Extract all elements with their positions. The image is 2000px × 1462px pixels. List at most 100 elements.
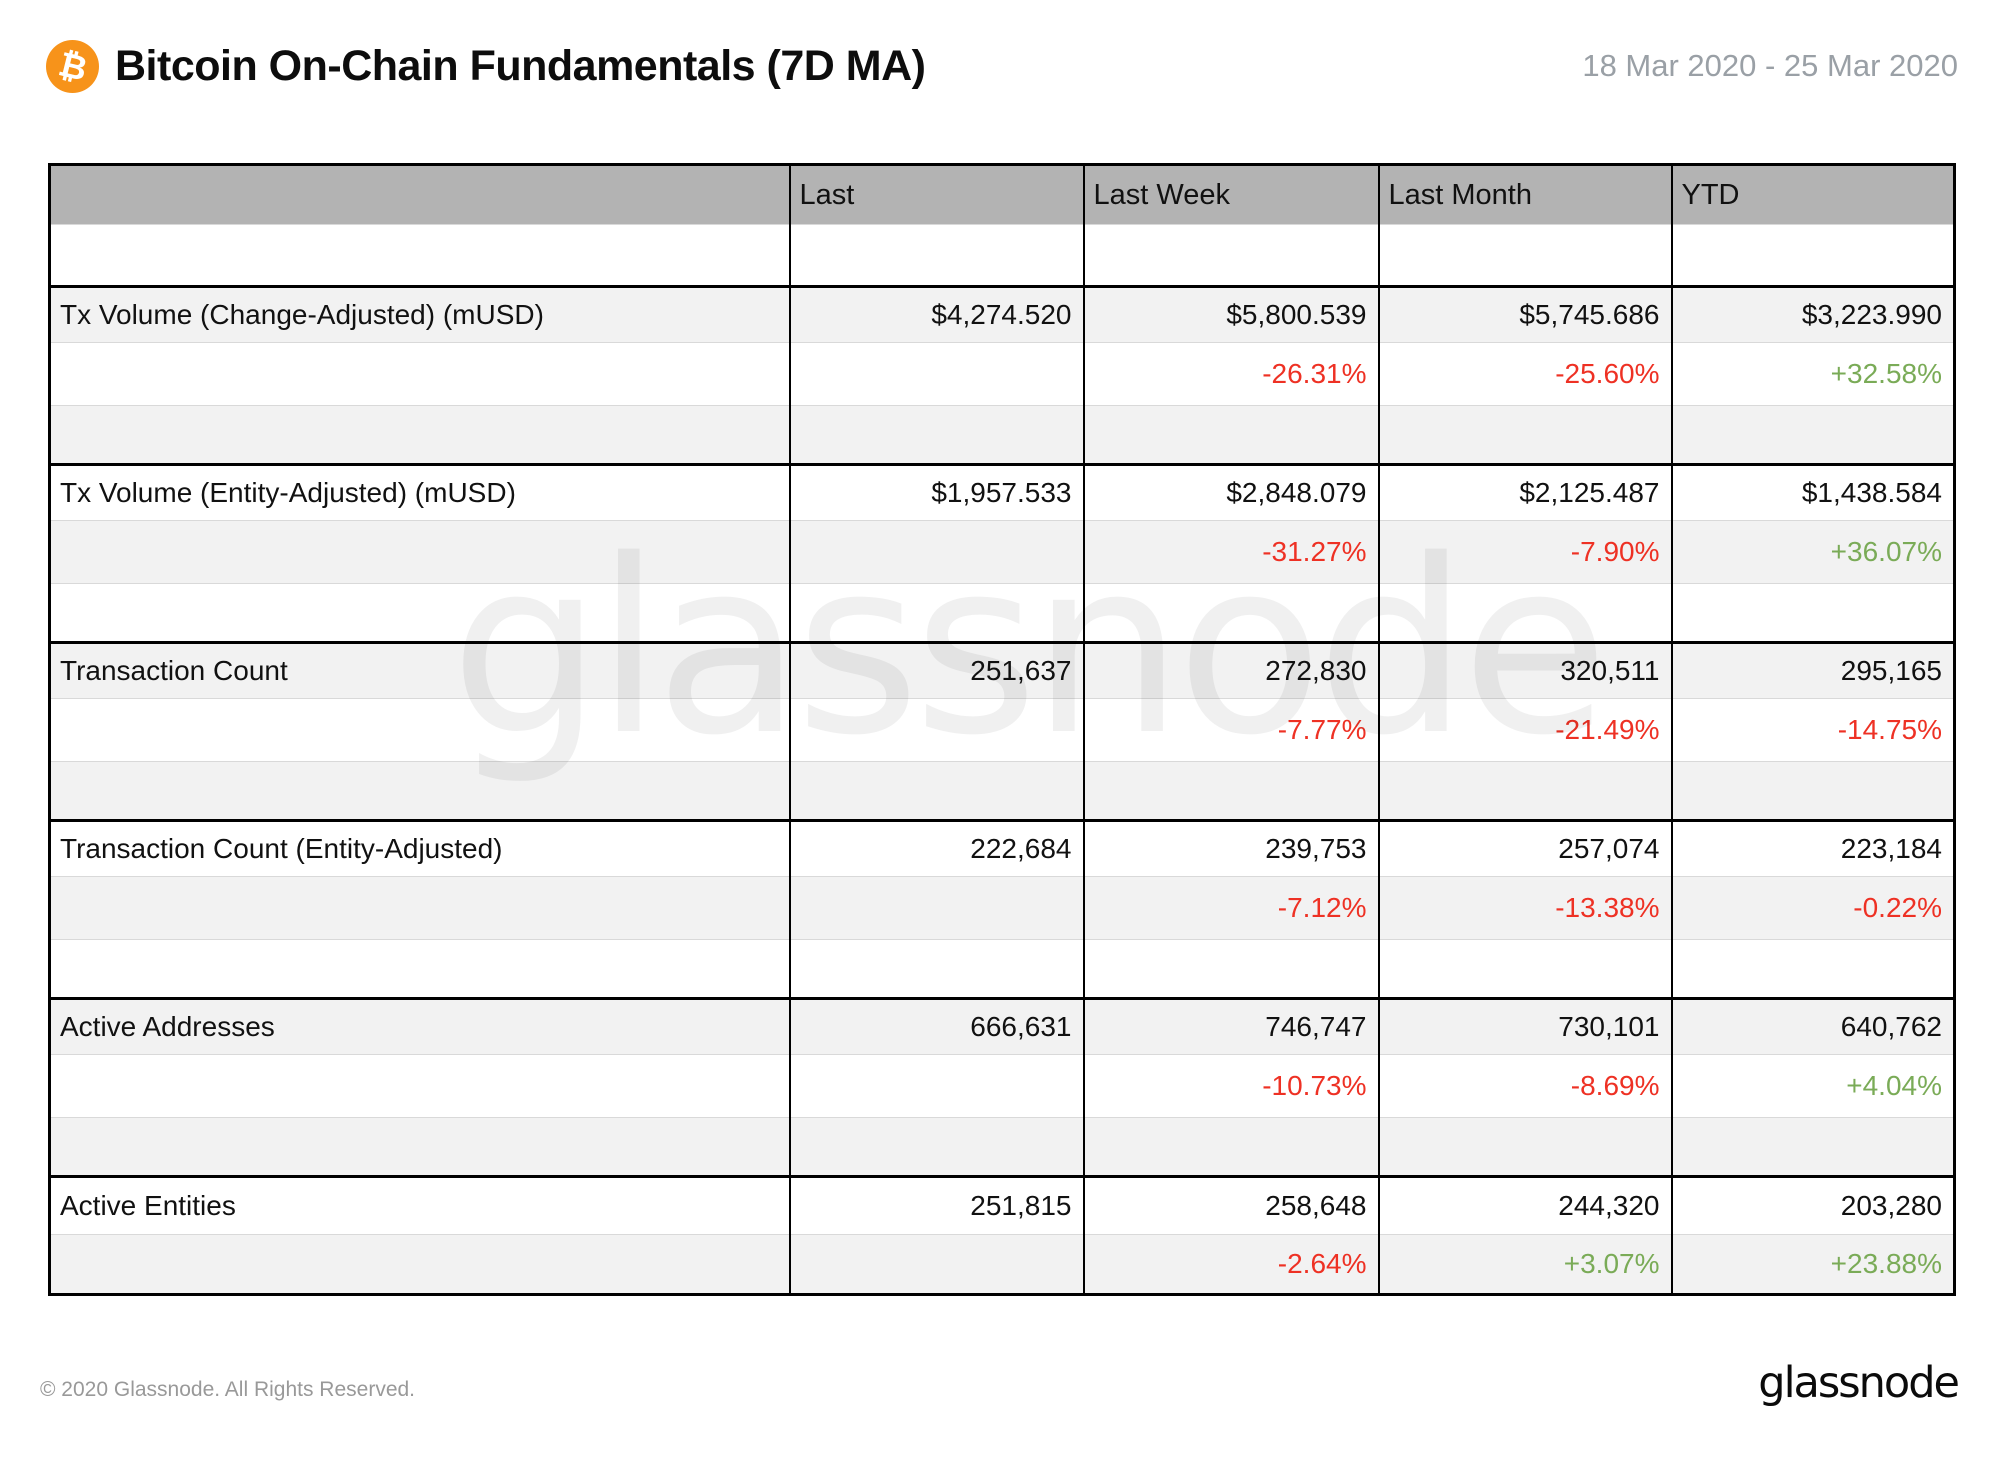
empty-cell xyxy=(1670,939,1955,999)
value-last: 251,637 xyxy=(788,641,1084,699)
report-header: ₿ Bitcoin On-Chain Fundamentals (7D MA) xyxy=(46,40,926,93)
empty-cell xyxy=(49,876,790,940)
change-ytd: +4.04% xyxy=(1670,1054,1955,1118)
empty-cell xyxy=(1082,405,1379,465)
metric-row-active-entities: Active Entities 251,815 258,648 244,320 … xyxy=(49,1175,1955,1235)
value-last-month: 257,074 xyxy=(1377,819,1672,877)
column-header-metric xyxy=(49,164,790,225)
empty-cell xyxy=(1670,761,1955,821)
empty-cell xyxy=(1377,405,1672,465)
change-ytd: +36.07% xyxy=(1670,520,1955,584)
empty-cell xyxy=(1377,939,1672,999)
empty-cell xyxy=(788,224,1084,287)
change-ytd: -14.75% xyxy=(1670,698,1955,762)
value-last: $1,957.533 xyxy=(788,463,1084,521)
change-last-week: -26.31% xyxy=(1082,342,1379,406)
change-last-month: +3.07% xyxy=(1377,1234,1672,1295)
empty-cell xyxy=(788,939,1084,999)
empty-cell xyxy=(49,520,790,584)
metric-row-transaction-count: Transaction Count 251,637 272,830 320,51… xyxy=(49,641,1955,699)
value-last: 222,684 xyxy=(788,819,1084,877)
change-row-active-entities: -2.64% +3.07% +23.88% xyxy=(49,1234,1955,1295)
value-last: 666,631 xyxy=(788,997,1084,1055)
gap-row xyxy=(49,224,1955,287)
metric-name: Tx Volume (Entity-Adjusted) (mUSD) xyxy=(49,463,790,521)
value-last-week: 239,753 xyxy=(1082,819,1379,877)
value-last-week: 258,648 xyxy=(1082,1175,1379,1235)
change-last-week: -7.12% xyxy=(1082,876,1379,940)
spacer-row xyxy=(49,1117,1955,1177)
empty-cell xyxy=(49,342,790,406)
bitcoin-icon: ₿ xyxy=(46,40,99,93)
empty-cell xyxy=(1082,761,1379,821)
empty-cell xyxy=(49,583,790,643)
empty-cell xyxy=(788,583,1084,643)
column-header-last-week: Last Week xyxy=(1082,164,1379,225)
empty-cell xyxy=(788,698,1084,762)
value-last-month: 320,511 xyxy=(1377,641,1672,699)
empty-cell xyxy=(788,1234,1084,1295)
empty-cell xyxy=(788,1054,1084,1118)
date-range: 18 Mar 2020 - 25 Mar 2020 xyxy=(1582,48,1958,83)
empty-cell xyxy=(788,405,1084,465)
change-ytd: +32.58% xyxy=(1670,342,1955,406)
table-header-row: Last Last Week Last Month YTD xyxy=(49,164,1955,225)
column-header-last: Last xyxy=(788,164,1084,225)
value-last-week: $5,800.539 xyxy=(1082,285,1379,343)
empty-cell xyxy=(1082,939,1379,999)
change-last-week: -10.73% xyxy=(1082,1054,1379,1118)
value-last: $4,274.520 xyxy=(788,285,1084,343)
empty-cell xyxy=(788,761,1084,821)
metric-row-active-addresses: Active Addresses 666,631 746,747 730,101… xyxy=(49,997,1955,1055)
empty-cell xyxy=(49,224,790,287)
change-ytd: -0.22% xyxy=(1670,876,1955,940)
change-row-tx-volume-change-adjusted: -26.31% -25.60% +32.58% xyxy=(49,342,1955,406)
value-last-month: 730,101 xyxy=(1377,997,1672,1055)
empty-cell xyxy=(49,761,790,821)
value-ytd: $3,223.990 xyxy=(1670,285,1955,343)
fundamentals-table-wrapper: Last Last Week Last Month YTD Tx Volume … xyxy=(48,163,1956,1296)
column-header-ytd: YTD xyxy=(1670,164,1955,225)
value-last-month: $5,745.686 xyxy=(1377,285,1672,343)
change-last-month: -21.49% xyxy=(1377,698,1672,762)
empty-cell xyxy=(49,1117,790,1177)
column-header-last-month: Last Month xyxy=(1377,164,1672,225)
change-row-active-addresses: -10.73% -8.69% +4.04% xyxy=(49,1054,1955,1118)
fundamentals-table: Last Last Week Last Month YTD Tx Volume … xyxy=(48,163,1956,1296)
value-last-week: 746,747 xyxy=(1082,997,1379,1055)
bitcoin-symbol: ₿ xyxy=(54,44,91,89)
empty-cell xyxy=(1670,405,1955,465)
metric-name: Transaction Count xyxy=(49,641,790,699)
metric-row-tx-volume-entity-adjusted: Tx Volume (Entity-Adjusted) (mUSD) $1,95… xyxy=(49,463,1955,521)
metric-name: Transaction Count (Entity-Adjusted) xyxy=(49,819,790,877)
empty-cell xyxy=(1670,224,1955,287)
empty-cell xyxy=(49,405,790,465)
metric-row-tx-volume-change-adjusted: Tx Volume (Change-Adjusted) (mUSD) $4,27… xyxy=(49,285,1955,343)
empty-cell xyxy=(1377,1117,1672,1177)
empty-cell xyxy=(1082,224,1379,287)
empty-cell xyxy=(49,1054,790,1118)
change-row-transaction-count-entity-adjusted: -7.12% -13.38% -0.22% xyxy=(49,876,1955,940)
copyright-notice: © 2020 Glassnode. All Rights Reserved. xyxy=(40,1378,416,1401)
change-row-tx-volume-entity-adjusted: -31.27% -7.90% +36.07% xyxy=(49,520,1955,584)
empty-cell xyxy=(788,876,1084,940)
empty-cell xyxy=(49,698,790,762)
glassnode-logo: glassnode xyxy=(1758,1358,1960,1408)
change-ytd: +23.88% xyxy=(1670,1234,1955,1295)
value-ytd: 203,280 xyxy=(1670,1175,1955,1235)
spacer-row xyxy=(49,405,1955,465)
empty-cell xyxy=(1377,583,1672,643)
change-row-transaction-count: -7.77% -21.49% -14.75% xyxy=(49,698,1955,762)
empty-cell xyxy=(1377,224,1672,287)
empty-cell xyxy=(49,939,790,999)
change-last-month: -25.60% xyxy=(1377,342,1672,406)
spacer-row xyxy=(49,939,1955,999)
change-last-week: -7.77% xyxy=(1082,698,1379,762)
value-ytd: 295,165 xyxy=(1670,641,1955,699)
spacer-row xyxy=(49,583,1955,643)
metric-name: Active Entities xyxy=(49,1175,790,1235)
empty-cell xyxy=(1377,761,1672,821)
value-last-week: 272,830 xyxy=(1082,641,1379,699)
value-ytd: $1,438.584 xyxy=(1670,463,1955,521)
spacer-row xyxy=(49,761,1955,821)
